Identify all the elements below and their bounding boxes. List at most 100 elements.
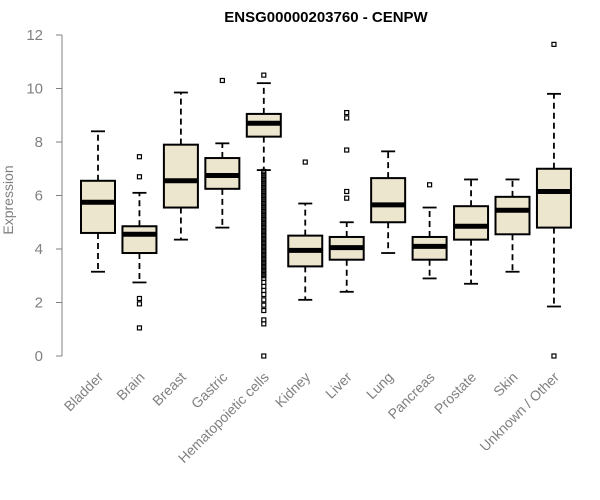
x-tick-label: Lung [363,369,396,402]
outlier-point [261,230,267,236]
outlier-point [344,147,350,153]
outlier-point [261,225,267,231]
outlier-point [136,325,143,331]
iqr-box [121,225,158,255]
box-group [453,178,490,285]
outlier-point [261,254,267,260]
box-group [287,159,324,301]
outlier-point [261,246,267,252]
box-group [411,182,448,280]
outlier-point [261,262,267,268]
outlier-point [427,182,433,188]
iqr-box [162,143,199,209]
outlier-point [261,206,267,212]
outlier-point [261,291,267,298]
outlier-point [136,154,143,160]
outlier-point [136,295,143,302]
box-group [494,178,531,273]
outlier-point [261,275,267,282]
iqr-box [453,205,490,241]
y-axis: 0 2 4 6 8 10 12 [26,27,63,365]
y-tick-label: 10 [26,81,43,98]
outlier-point [261,243,267,249]
outlier-point [261,190,267,196]
outlier-point [261,182,267,188]
box-group [204,77,241,229]
x-tick-label: Prostate [431,369,479,417]
outlier-point [261,200,267,207]
outlier-point [261,321,267,327]
outlier-point [261,273,267,279]
outlier-point [261,353,267,359]
y-tick-label: 2 [35,295,43,312]
outlier-point [261,176,267,183]
x-tick-label: Breast [149,369,189,409]
outlier-point [261,168,267,175]
outlier-point [261,184,267,191]
x-tick-label: Skin [490,369,521,400]
outlier-point [261,179,267,185]
y-tick-label: 0 [35,348,43,365]
x-tick-label: Unknown / Other [476,369,562,455]
outlier-point [344,188,350,195]
outlier-point [261,198,267,204]
iqr-box [80,179,116,234]
outlier-point [261,287,267,294]
x-tick-label: Liver [322,369,355,402]
outlier-point [261,249,267,255]
outlier-point [261,227,267,233]
x-tick-label: Bladder [61,369,107,415]
outlier-point [344,115,350,121]
outlier-point [261,241,267,247]
y-tick-label: 6 [35,188,43,205]
outlier-point [261,267,267,273]
outlier-point [261,302,267,308]
outlier-point [261,307,267,314]
outlier-point [136,174,143,180]
outlier-point [261,195,267,201]
outlier-point [261,72,267,78]
plot-area [80,41,572,359]
box-group [80,130,116,273]
outlier-point [261,235,267,241]
box-group [245,72,282,359]
outlier-point [261,187,267,193]
outlier-point [261,317,267,323]
y-tick-label: 12 [26,27,43,44]
box-group [121,154,158,331]
outlier-point [261,192,267,199]
outlier-point [261,219,267,225]
iqr-box [494,195,531,236]
x-tick-label: Brain [113,369,147,403]
outlier-point [261,222,267,228]
outlier-point [261,297,267,303]
iqr-box [370,177,407,224]
outlier-point [302,159,308,165]
box-group [328,109,365,293]
outlier-point [261,171,267,177]
outlier-point [261,251,267,257]
outlier-point [261,208,267,215]
box-group [535,41,572,359]
outlier-point [261,283,267,290]
outlier-point [261,233,267,239]
y-tick-label: 4 [35,241,43,258]
outlier-point [261,214,267,220]
outlier-point [551,41,557,47]
outlier-point [261,203,267,209]
outlier-point [344,195,350,201]
outlier-point [261,216,267,223]
outlier-point [261,257,267,263]
outlier-point [261,238,267,244]
outlier-point [219,77,225,84]
outlier-point [261,265,267,271]
outlier-point [344,109,350,116]
chart-title: ENSG00000203760 - CENPW [224,9,428,26]
outlier-point [261,270,267,276]
outlier-point [261,211,267,217]
outlier-point [136,301,143,307]
outlier-point [261,259,267,265]
